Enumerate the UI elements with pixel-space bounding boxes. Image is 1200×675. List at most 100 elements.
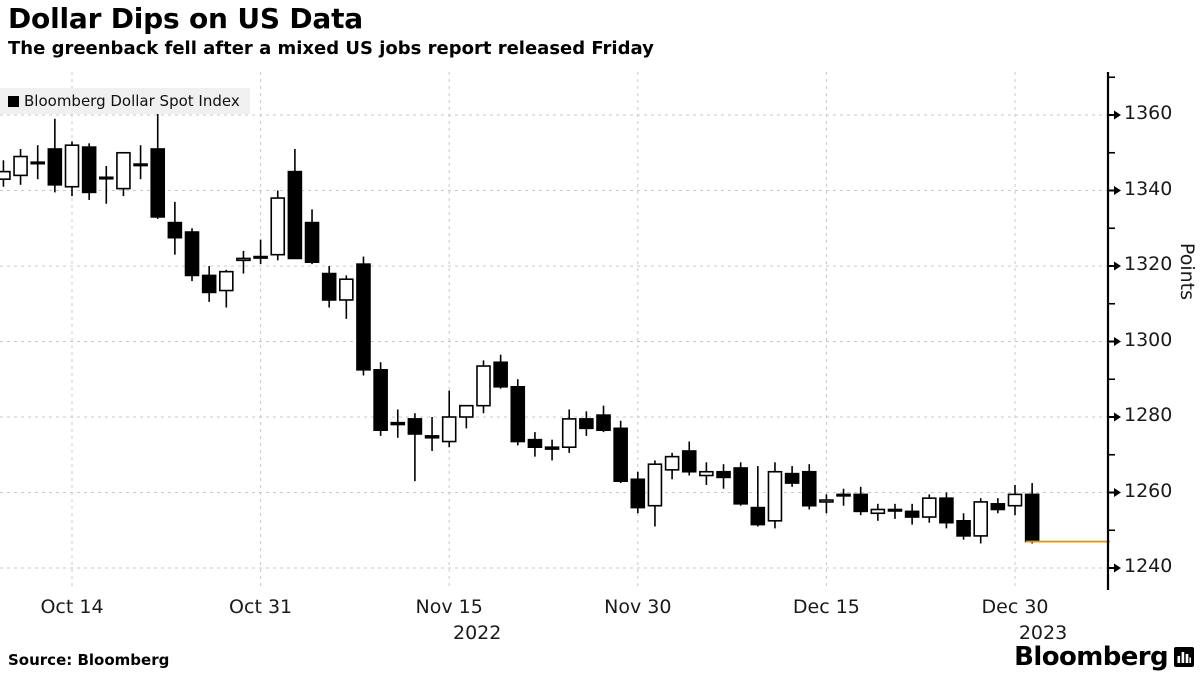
candle-body-up	[133, 163, 148, 167]
candlestick	[64, 141, 80, 197]
y-axis-tick-arrow	[1114, 412, 1121, 422]
candlestick	[699, 462, 714, 485]
candlestick	[459, 404, 474, 429]
candle-body-down	[407, 418, 423, 435]
y-axis-tick-label: 1320	[1124, 253, 1173, 275]
candlestick	[973, 498, 989, 544]
candlestick	[1007, 484, 1023, 516]
candle-body-down	[939, 497, 954, 524]
chart-legend[interactable]: Bloomberg Dollar Spot Index	[0, 88, 250, 114]
candlestick	[956, 513, 971, 540]
candle-body-up	[819, 499, 834, 503]
candle-body-down	[1024, 493, 1040, 543]
axis-lines	[1106, 72, 1121, 590]
candle-body-up	[219, 270, 234, 292]
candle-body-up	[1007, 493, 1023, 507]
candle-body-down	[424, 435, 440, 439]
candle-body-down	[801, 470, 817, 507]
source-note: Source: Bloomberg	[8, 651, 170, 669]
candlestick	[921, 494, 937, 523]
candle-body-down	[750, 506, 766, 526]
candlestick	[373, 362, 388, 436]
x-axis-year-label: 2023	[1018, 622, 1068, 644]
x-axis-year-label: 2022	[453, 622, 502, 644]
candlestick	[596, 405, 611, 433]
candlestick	[681, 441, 697, 476]
candlestick	[613, 420, 628, 484]
candle-body-down	[390, 421, 406, 426]
candle-body-down	[904, 510, 920, 518]
bar-chart-glyph-icon	[1174, 647, 1194, 667]
candlestick	[150, 99, 166, 219]
candlestick	[356, 256, 371, 376]
candlestick	[0, 160, 11, 187]
candle-body-up	[664, 455, 680, 471]
candlestick	[13, 148, 28, 185]
candlestick	[544, 439, 560, 461]
x-axis-tick-label: Dec 30	[981, 596, 1049, 618]
candlestick	[236, 250, 251, 274]
candle-body-down	[956, 520, 971, 537]
candlestick	[407, 413, 423, 482]
candlestick	[853, 486, 868, 516]
candle-body-down	[47, 148, 63, 186]
candle-body-up	[270, 197, 286, 256]
candlestick	[579, 411, 594, 436]
candlestick	[819, 494, 834, 514]
candlestick	[561, 409, 577, 453]
candle-body-up	[561, 418, 577, 449]
candlestick	[527, 432, 543, 457]
candle-body-up	[13, 155, 28, 177]
candle-body-down	[304, 221, 320, 264]
candlestick	[716, 464, 731, 489]
candlestick	[767, 462, 783, 529]
candle-body-down	[510, 385, 526, 443]
candlestick	[441, 390, 457, 448]
candlestick	[304, 209, 320, 265]
candlestick	[167, 201, 183, 255]
chart-subtitle: The greenback fell after a mixed US jobs…	[8, 38, 654, 59]
candle-body-down	[373, 369, 388, 432]
candlestick	[750, 466, 766, 527]
candlestick	[870, 503, 886, 521]
candle-body-down	[579, 418, 594, 430]
y-axis-tick-arrow	[1114, 337, 1121, 346]
x-axis-tick-label: Oct 31	[229, 596, 293, 618]
candle-body-down	[630, 478, 646, 509]
candle-body-up	[30, 161, 46, 165]
candle-body-down	[356, 263, 371, 371]
candlestick	[939, 492, 954, 529]
candle-body-down	[853, 493, 868, 513]
candle-body-down	[184, 231, 200, 277]
y-axis-tick-label: 1260	[1124, 479, 1173, 502]
candle-body-down	[167, 221, 183, 239]
candlestick	[201, 266, 217, 302]
y-axis-tick-arrow	[1114, 186, 1121, 195]
candlestick	[476, 360, 491, 414]
candlestick	[390, 409, 406, 438]
page-title: Dollar Dips on US Data	[8, 2, 364, 35]
candlestick-series	[0, 99, 1040, 544]
candlestick	[801, 464, 817, 510]
candlestick	[647, 460, 663, 527]
candlestick	[493, 354, 508, 389]
candlestick	[510, 379, 526, 446]
candle-body-up	[0, 170, 11, 180]
candle-body-up	[836, 493, 851, 497]
x-axis-tick-label: Oct 14	[40, 596, 104, 618]
candlestick	[253, 239, 268, 265]
candlestick	[664, 452, 680, 480]
y-axis-tick-label: 1340	[1124, 177, 1173, 200]
candlestick	[81, 143, 97, 200]
candle-body-down	[493, 361, 508, 388]
candle-body-up	[767, 470, 783, 522]
candle-body-up	[647, 463, 663, 507]
y-axis-tick-label: 1300	[1124, 328, 1173, 351]
candlestick	[184, 228, 200, 282]
candlestick	[98, 165, 114, 204]
candle-body-down	[613, 427, 628, 482]
candle-body-down	[287, 170, 303, 260]
candlestick	[30, 145, 46, 180]
